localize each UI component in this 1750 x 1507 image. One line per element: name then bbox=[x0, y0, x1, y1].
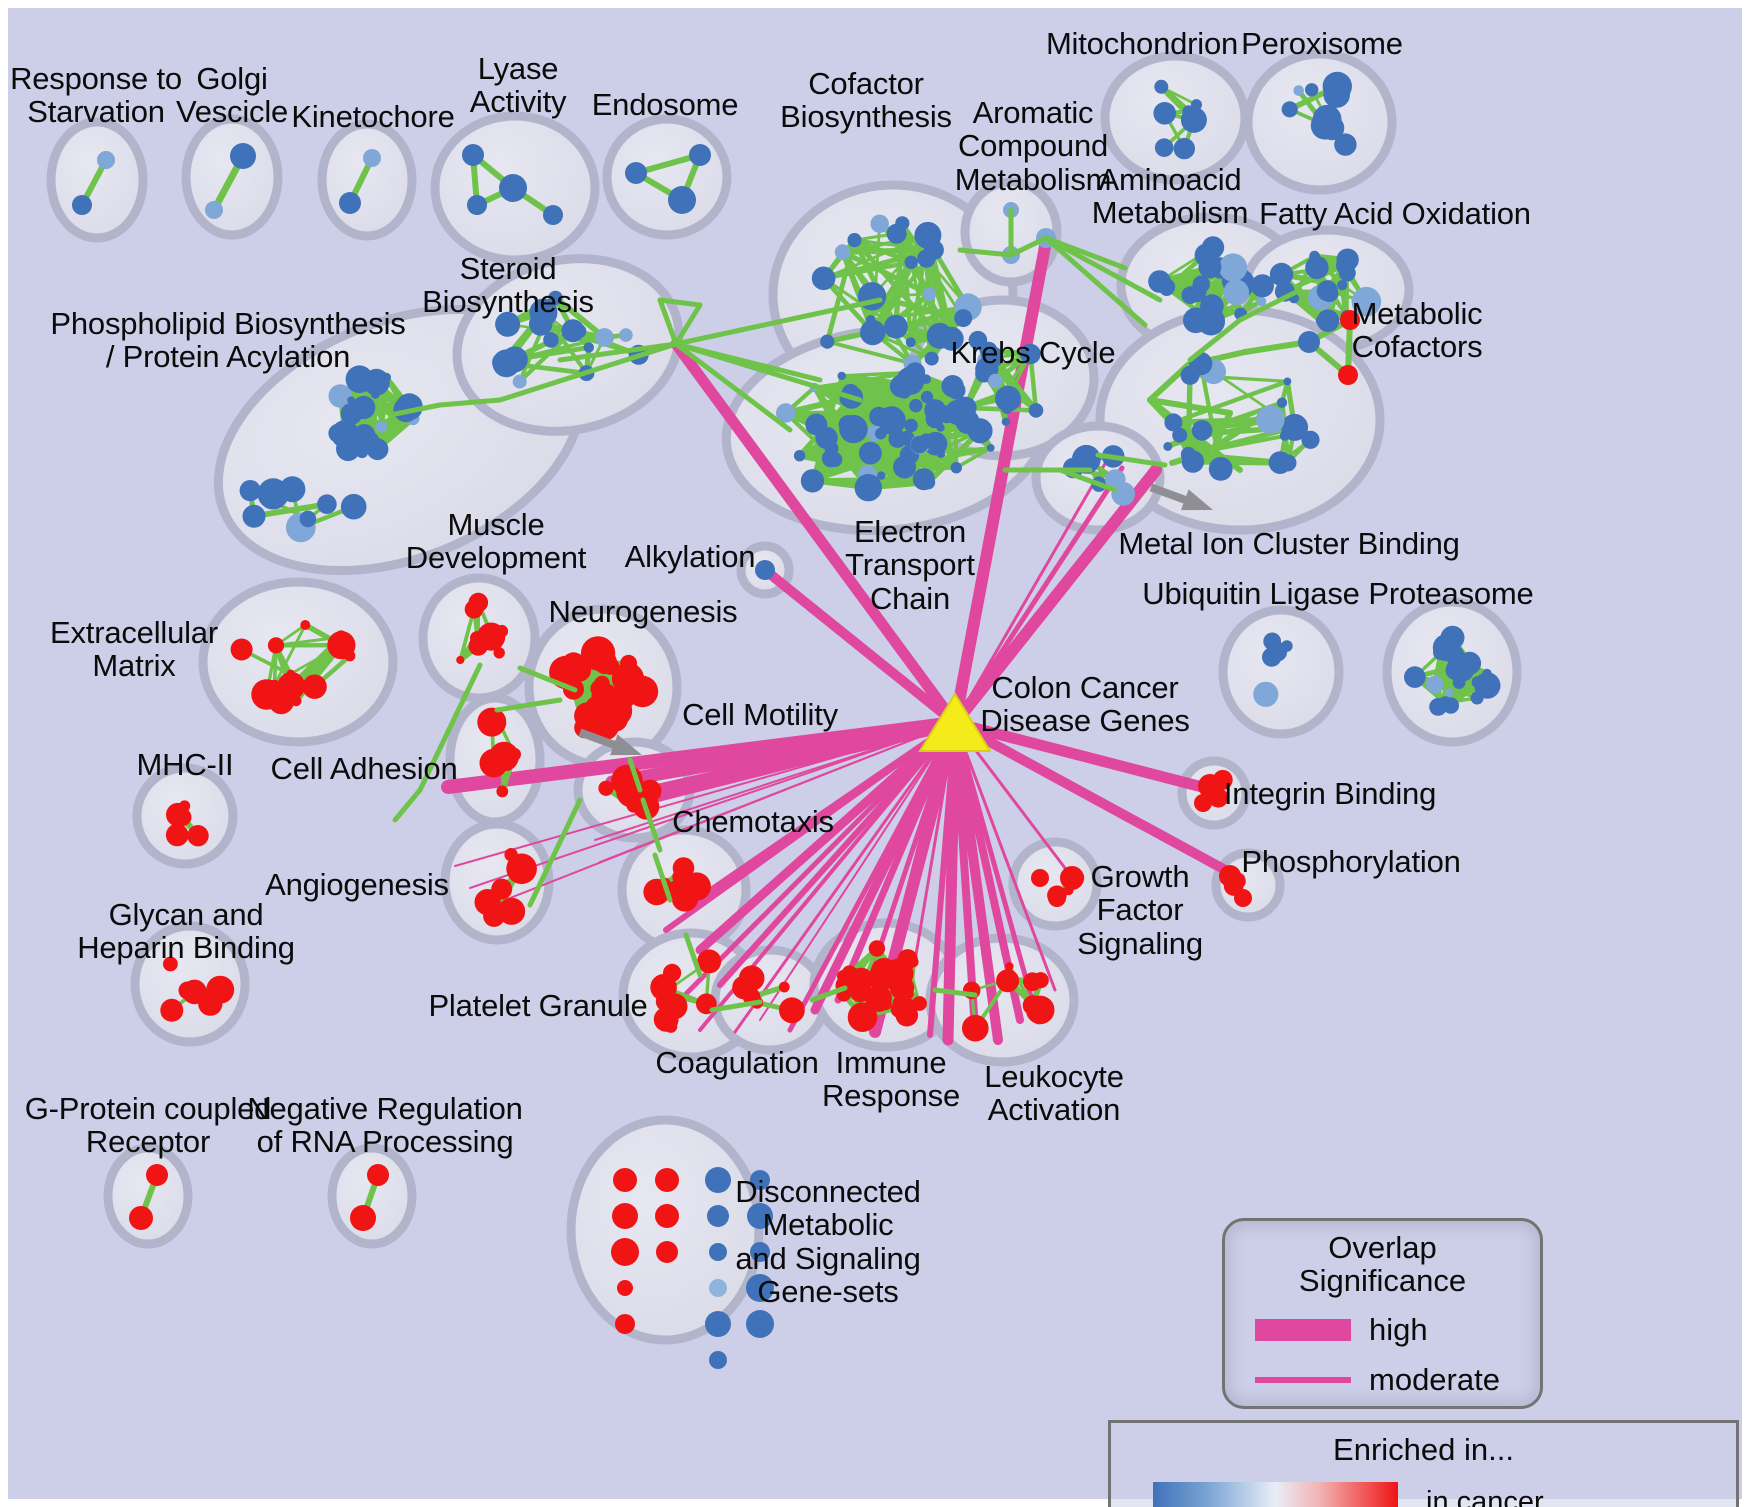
moderate-significance-swatch bbox=[1255, 1376, 1351, 1383]
enrichment-side-note: in cancer samples vs. controls bbox=[1426, 1486, 1544, 1507]
inter-cluster-edges bbox=[387, 207, 1303, 1013]
high-significance-label: high bbox=[1369, 1311, 1428, 1347]
colon-cancer-hub-node[interactable] bbox=[918, 692, 992, 752]
overlap-significance-legend: Overlap Significance high moderate bbox=[1222, 1218, 1543, 1409]
moderate-significance-label: moderate bbox=[1369, 1361, 1500, 1397]
overlap-legend-moderate-row: moderate bbox=[1225, 1362, 1540, 1398]
dense-cluster-glyphs bbox=[72, 71, 1501, 1369]
hub-edges-high bbox=[441, 230, 1245, 1046]
enrichment-colorbar bbox=[1153, 1482, 1398, 1507]
overlap-legend-high-row: high bbox=[1225, 1312, 1540, 1348]
overlap-legend-title: Overlap Significance bbox=[1298, 1230, 1467, 1299]
enrichment-legend-title: Enriched in... bbox=[1333, 1432, 1514, 1467]
enrichment-legend: Enriched in... Down Up in cancer samples… bbox=[1108, 1420, 1739, 1507]
high-significance-swatch bbox=[1255, 1318, 1351, 1341]
